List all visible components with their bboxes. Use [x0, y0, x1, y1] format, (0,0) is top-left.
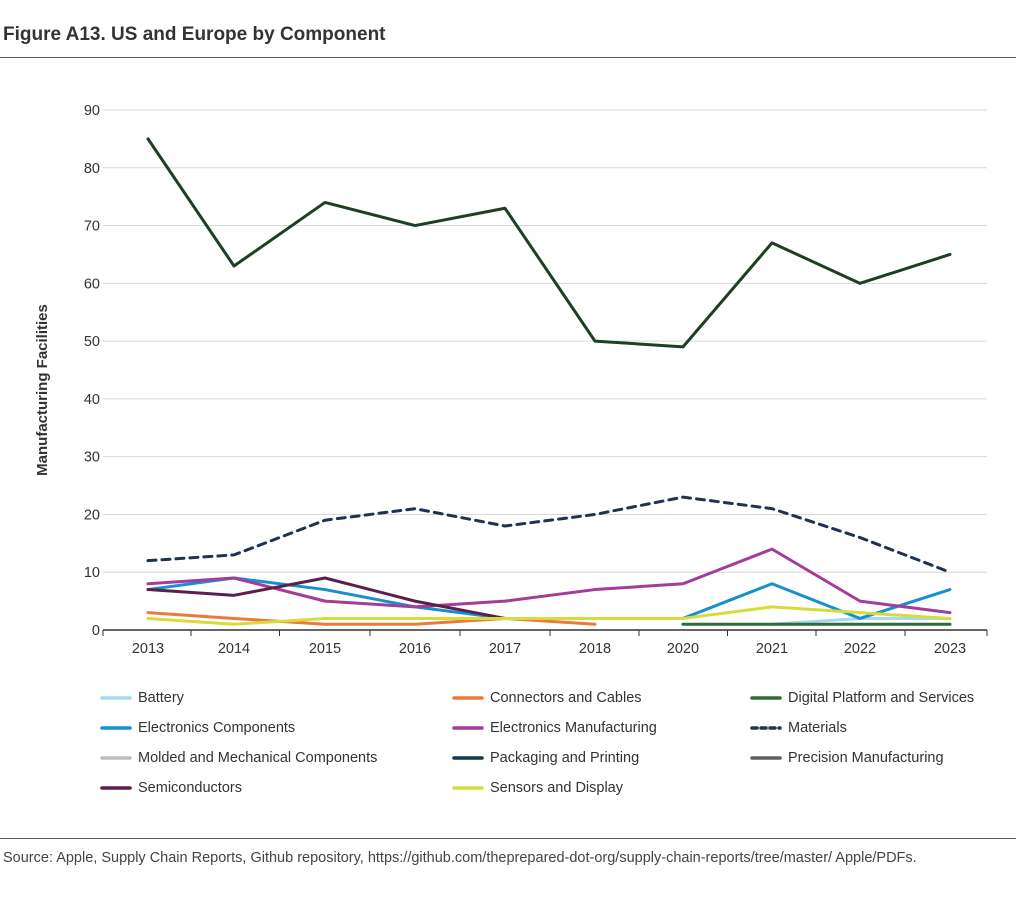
line-chart: 0 10 20 30 40 50 60 70 80 90 2013 2014 2015 2016 2017 2…: [34, 103, 988, 657]
legend-swatch: [100, 696, 132, 700]
legend-item: Electronics Components: [100, 720, 295, 736]
legend-swatch: [452, 696, 484, 700]
y-tick-label: 30: [84, 450, 100, 466]
x-tick-label: 2013: [132, 641, 164, 657]
y-tick-label: 20: [84, 507, 100, 523]
legend-swatch: [452, 786, 484, 790]
legend-item: Digital Platform and Services: [750, 690, 974, 706]
series-line-materials: [146, 495, 952, 574]
x-tick-label: 2015: [309, 641, 341, 657]
legend-label: Battery: [138, 690, 184, 706]
legend-swatch: [100, 786, 132, 790]
x-tick-label: 2021: [756, 641, 788, 657]
legend-label: Molded and Mechanical Components: [138, 750, 378, 766]
legend-swatch: [452, 726, 484, 730]
x-tick-label: 2023: [934, 641, 966, 657]
legend-item: Packaging and Printing: [452, 750, 639, 766]
legend-label: Electronics Manufacturing: [490, 720, 657, 736]
legend-swatch: [750, 726, 782, 730]
x-tick-label: 2018: [579, 641, 611, 657]
legend-label: Sensors and Display: [490, 780, 623, 796]
legend-label: Semiconductors: [138, 780, 242, 796]
legend-item: Semiconductors: [100, 780, 242, 796]
figure-title: Figure A13. US and Europe by Component: [3, 24, 386, 45]
x-tick-label: 2020: [667, 641, 699, 657]
x-tick-label: 2022: [844, 641, 876, 657]
legend-swatch: [100, 726, 132, 730]
series-line-electronics-manufacturing: [146, 547, 952, 615]
y-tick-label: 0: [92, 623, 100, 639]
source-note: Source: Apple, Supply Chain Reports, Git…: [3, 850, 917, 866]
legend-label: Materials: [788, 720, 847, 736]
gridlines: [103, 109, 987, 573]
legend-item: Connectors and Cables: [452, 690, 642, 706]
y-tick-label: 50: [84, 334, 100, 350]
y-axis-title: Manufacturing Facilities: [34, 304, 51, 476]
x-tick-label: 2017: [489, 641, 521, 657]
y-tick-label: 10: [84, 565, 100, 581]
legend-label: Packaging and Printing: [490, 750, 640, 766]
legend-label: Electronics Components: [138, 720, 296, 736]
legend-item: Sensors and Display: [452, 780, 623, 796]
legend-swatch: [100, 756, 132, 760]
legend-label: Precision Manufacturing: [788, 750, 944, 766]
y-tick-label: 60: [84, 276, 100, 292]
y-tick-label: 70: [84, 219, 100, 235]
legend-swatch: [750, 756, 782, 760]
legend-swatch: [452, 756, 484, 760]
axis-labels: 0 10 20 30 40 50 60 70 80 90 2013 2014 2015 2016 2017 2…: [34, 103, 966, 657]
source-divider: [0, 838, 1016, 839]
axes: [102, 629, 988, 636]
y-tick-label: 90: [84, 103, 100, 119]
series-line-sensors-and-display: [146, 605, 952, 626]
x-tick-label: 2016: [399, 641, 431, 657]
legend-item: Materials: [750, 720, 847, 736]
series-line-series-11: [146, 137, 952, 349]
series-lines: [146, 137, 952, 626]
x-tick-label: 2014: [218, 641, 250, 657]
legend-item: Precision Manufacturing: [750, 750, 944, 766]
legend-item: Battery: [100, 690, 184, 706]
legend-item: Molded and Mechanical Components: [100, 750, 377, 766]
y-tick-label: 80: [84, 161, 100, 177]
legend-label: Digital Platform and Services: [788, 690, 975, 706]
legend-swatch: [750, 696, 782, 700]
title-divider: [0, 57, 1016, 58]
y-tick-label: 40: [84, 392, 100, 408]
legend-label: Connectors and Cables: [490, 690, 642, 706]
legend-item: Electronics Manufacturing: [452, 720, 657, 736]
series-line-semiconductors: [146, 576, 507, 620]
